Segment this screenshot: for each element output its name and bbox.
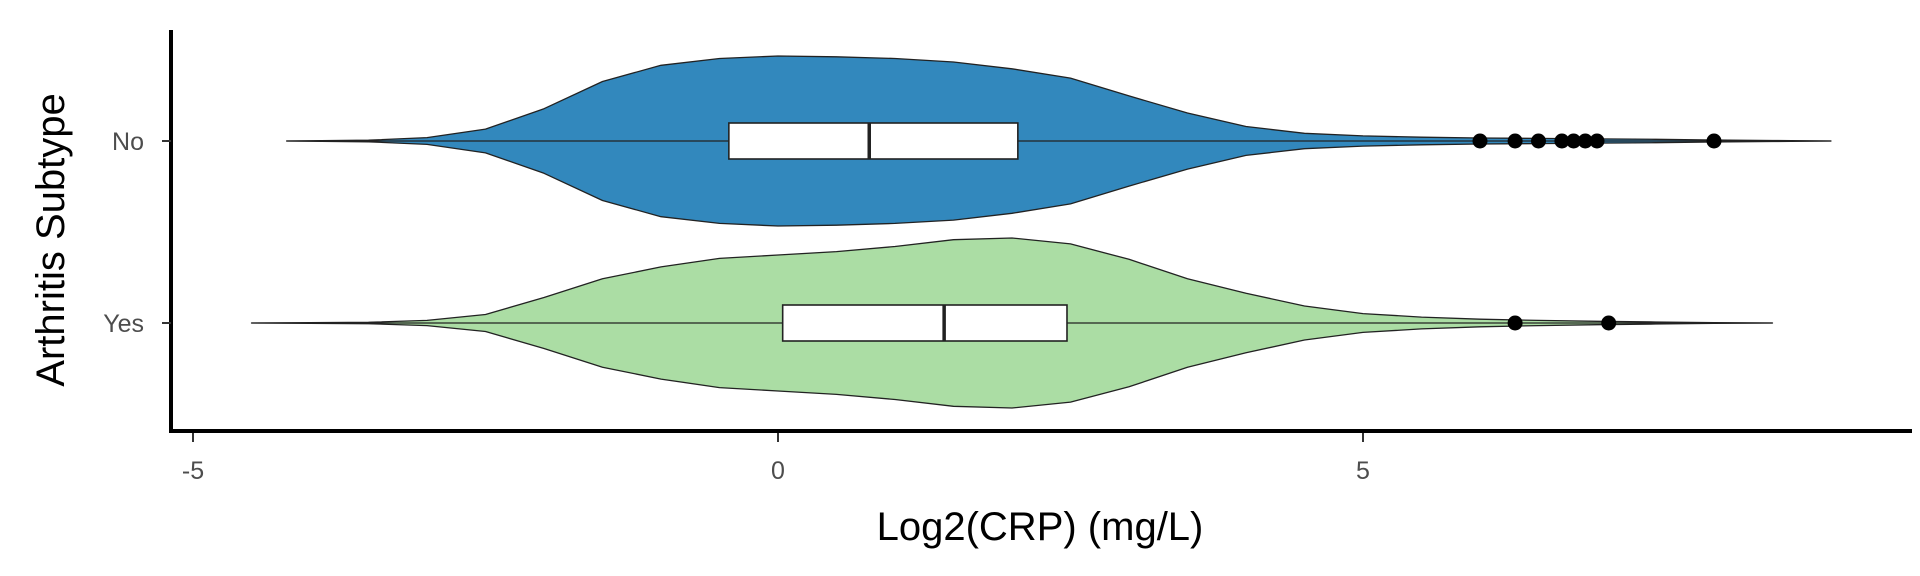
y-tick-label: Yes — [103, 310, 144, 338]
outlier-point — [1531, 133, 1546, 149]
x-tick-label: -5 — [182, 457, 204, 485]
box-yes — [781, 304, 1068, 342]
outlier-point — [1706, 133, 1722, 149]
x-axis-ticks: -5 0 5 — [182, 433, 1370, 485]
x-tick-label: 0 — [771, 457, 785, 485]
x-tick-label: 5 — [1356, 457, 1370, 485]
outlier-point — [1577, 133, 1593, 149]
outlier-point — [1507, 315, 1523, 331]
violin-group-no — [285, 55, 1832, 227]
outlier-point — [1554, 133, 1570, 149]
outlier-point — [1507, 133, 1523, 149]
outlier-point — [1589, 133, 1605, 149]
violin-group-yes — [250, 237, 1774, 409]
y-tick-label: No — [112, 128, 144, 156]
outlier-point — [1566, 133, 1582, 149]
outlier-point — [1472, 133, 1488, 149]
y-axis-ticks: No Yes — [103, 128, 171, 338]
box-no — [728, 122, 1019, 160]
axes — [169, 30, 1912, 433]
plot-area — [250, 55, 1832, 409]
outlier-point — [1601, 315, 1617, 331]
x-axis-title: Log2(CRP) (mg/L) — [877, 505, 1204, 549]
y-axis-title: Arthritis Subtype — [29, 93, 73, 386]
